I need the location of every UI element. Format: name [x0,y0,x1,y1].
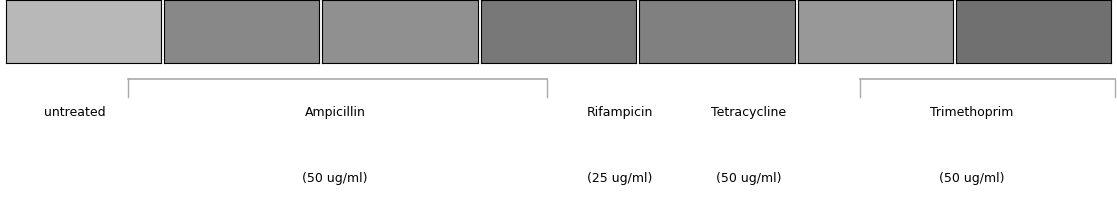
Text: (25 ug/ml): (25 ug/ml) [588,172,652,184]
Text: (50 ug/ml): (50 ug/ml) [303,172,367,184]
Text: Ampicillin: Ampicillin [305,106,365,119]
Text: (50 ug/ml): (50 ug/ml) [716,172,781,184]
Text: Trimethoprim: Trimethoprim [930,106,1013,119]
Text: Rifampicin: Rifampicin [586,106,653,119]
Text: (50 ug/ml): (50 ug/ml) [939,172,1004,184]
Text: Tetracycline: Tetracycline [710,106,786,119]
Text: untreated: untreated [44,106,106,119]
